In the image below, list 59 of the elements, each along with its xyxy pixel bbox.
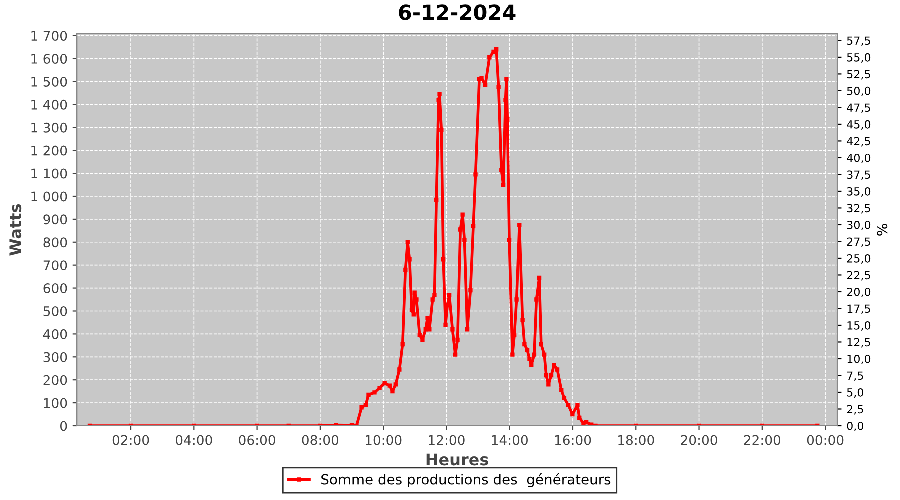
- y-tick-label: 700: [44, 260, 68, 271]
- y-tick-label: 0: [60, 421, 68, 432]
- y2-tick-label: 27,5: [847, 238, 870, 248]
- y-tick-label: 1 500: [32, 76, 68, 87]
- y-tick-label: 1 300: [32, 122, 68, 133]
- y-tick-label: 1 200: [32, 146, 68, 156]
- y2-tick-label: 30,0: [847, 220, 871, 230]
- y-tick-label: 800: [44, 238, 68, 248]
- y-tick-label: 200: [44, 375, 68, 386]
- y2-axis-title: %: [877, 224, 888, 236]
- y2-tick-label: 15,0: [848, 321, 871, 331]
- y2-tick-label: 32,5: [847, 204, 870, 214]
- y2-tick-label: 47,5: [847, 104, 870, 114]
- y-tick-label: 500: [44, 306, 68, 316]
- chart-title: 6-12-2024: [399, 4, 516, 20]
- x-tick-label: 08:00: [302, 435, 339, 446]
- y-tick-label: 600: [44, 284, 68, 294]
- y2-tick-label: 10,0: [848, 354, 871, 365]
- x-tick-label: 12:00: [429, 435, 465, 446]
- y2-tick-label: 37,5: [847, 170, 870, 180]
- x-tick-label: 22:00: [744, 435, 781, 446]
- legend-label: Somme des productions des générateurs: [322, 474, 611, 488]
- x-tick-label: 10:00: [366, 435, 402, 446]
- y-axis-title: Watts: [10, 204, 22, 256]
- y-tick-label: 1 000: [32, 192, 68, 202]
- y2-tick-label: 55,0: [847, 53, 871, 63]
- y-tick-label: 1 600: [32, 54, 68, 64]
- y2-tick-label: 50,0: [847, 86, 871, 96]
- y-tick-label: 100: [44, 398, 68, 408]
- y2-tick-label: 52,5: [847, 70, 870, 80]
- y2-tick-label: 40,0: [847, 154, 871, 164]
- y-tick-label: 300: [44, 352, 68, 362]
- x-tick-label: 06:00: [239, 435, 276, 446]
- y2-tick-label: 42,5: [847, 137, 870, 147]
- x-tick-label: 02:00: [112, 435, 150, 446]
- y2-tick-label: 5,0: [847, 388, 864, 398]
- y2-tick-label: 12,5: [848, 338, 870, 348]
- y-tick-label: 1 700: [32, 31, 68, 42]
- y2-tick-label: 2,5: [847, 405, 864, 415]
- y2-tick-label: 17,5: [848, 304, 870, 314]
- x-axis-title: Heures: [426, 454, 488, 466]
- y2-tick-label: 7,5: [847, 372, 864, 382]
- y-tick-label: 400: [43, 329, 68, 340]
- y2-tick-label: 0,0: [847, 422, 864, 432]
- y2-tick-label: 57,5: [847, 36, 870, 46]
- y2-tick-label: 25,0: [847, 254, 871, 264]
- y-tick-label: 900: [44, 214, 68, 225]
- x-tick-label: 00:00: [807, 435, 844, 446]
- y2-tick-label: 22,5: [847, 271, 870, 281]
- y2-tick-label: 35,0: [847, 187, 871, 197]
- x-tick-label: 16:00: [555, 435, 592, 446]
- y2-tick-label: 45,0: [847, 120, 871, 130]
- y2-tick-label: 20,0: [847, 288, 871, 298]
- y-tick-label: 1 400: [32, 100, 68, 110]
- x-tick-label: 20:00: [681, 435, 718, 446]
- y-tick-label: 1 100: [32, 168, 68, 179]
- x-tick-label: 04:00: [176, 435, 212, 446]
- x-tick-label: 14:00: [492, 435, 528, 446]
- x-tick-label: 18:00: [618, 435, 654, 446]
